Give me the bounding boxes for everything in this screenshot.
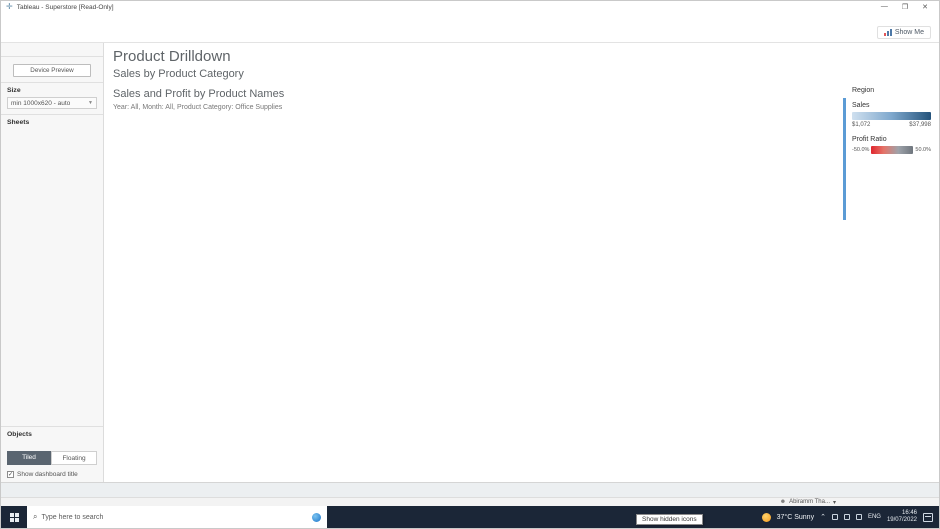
weather-text[interactable]: 37°C Sunny <box>776 513 815 521</box>
window-title: Tableau - Superstore [Read-Only] <box>16 3 114 11</box>
tray-icon[interactable] <box>843 514 850 520</box>
user-menu[interactable]: ☻ Abiramm Tha... ▾ <box>779 499 836 506</box>
notifications-icon[interactable] <box>923 512 933 522</box>
minimize-button[interactable]: — <box>880 3 888 10</box>
weather-icon[interactable] <box>761 512 771 522</box>
sheet-tabs-bar <box>1 482 939 497</box>
sales-legend-title: Sales <box>852 102 870 109</box>
size-section-label: Size <box>7 87 21 94</box>
scatter-title: Sales and Profit by Product Names <box>113 88 285 100</box>
sales-color-legend[interactable] <box>852 112 931 120</box>
show-me-button[interactable]: Show Me <box>876 26 931 39</box>
tiled-button[interactable]: Tiled <box>7 451 51 465</box>
search-placeholder: Type here to search <box>41 513 104 521</box>
status-bar: ☻ Abiramm Tha... ▾ <box>1 497 939 506</box>
objects-section-label: Objects <box>7 431 32 438</box>
zone-scrollbar[interactable] <box>843 98 846 220</box>
tableau-logo-icon: ✛ <box>6 2 13 11</box>
maximize-button[interactable]: ❐ <box>901 4 909 11</box>
heatmap-title: Sales by Product Category <box>113 68 244 80</box>
region-filter-title: Region <box>852 87 875 94</box>
floating-button[interactable]: Floating <box>51 451 97 465</box>
tray-icon[interactable] <box>855 514 862 520</box>
profit-color-legend[interactable] <box>871 146 914 154</box>
close-button[interactable]: ✕ <box>922 4 928 11</box>
filters-panel: Region Sales $1,072 $37,998 Profit Ratio… <box>842 43 939 482</box>
windows-taskbar: ⌕ Type here to search 37°C Sunny ⌃ ENG 1… <box>1 506 939 528</box>
dashboard-title: Product Drilldown <box>113 48 231 65</box>
bing-icon <box>312 512 321 522</box>
scatter-subtitle: Year: All, Month: All, Product Category:… <box>113 104 283 111</box>
user-icon: ☻ <box>779 499 787 505</box>
sales-legend-max: $37,998 <box>909 122 931 128</box>
sheets-section-label: Sheets <box>7 119 30 126</box>
start-button[interactable] <box>1 506 27 528</box>
show-hidden-icons-button[interactable]: ⌃ <box>820 514 826 521</box>
show-dashboard-title-label: Show dashboard title <box>17 471 78 478</box>
tray-icon[interactable] <box>831 514 838 520</box>
search-icon: ⌕ <box>33 512 38 521</box>
dashboard-sidebar: Device Preview Size min 1000x620 - auto … <box>1 43 104 482</box>
profit-legend-min: -50.0% <box>852 147 870 153</box>
language-indicator[interactable]: ENG <box>867 514 881 520</box>
sales-legend-min: $1,072 <box>852 122 871 128</box>
profit-legend-title: Profit Ratio <box>852 136 887 143</box>
taskbar-search[interactable]: ⌕ Type here to search <box>27 506 327 528</box>
toolbar: Show Me <box>1 23 939 43</box>
size-select[interactable]: min 1000x620 - auto ▼ <box>7 97 97 109</box>
dashboard-canvas: Product Drilldown Sales by Product Categ… <box>104 43 842 482</box>
device-preview-button[interactable]: Device Preview <box>13 64 91 77</box>
profit-legend-max: 50.0% <box>915 147 931 153</box>
title-bar: ✛ Tableau - Superstore [Read-Only] — ❐ ✕ <box>1 1 939 13</box>
chevron-down-icon: ▼ <box>88 100 93 106</box>
show-me-icon <box>883 29 892 36</box>
show-hidden-icons-tooltip: Show hidden icons <box>636 514 703 525</box>
windows-logo-icon <box>9 512 19 522</box>
show-dashboard-title-checkbox[interactable]: ✓ <box>7 471 14 478</box>
clock[interactable]: 16:46 19/07/2022 <box>886 510 917 523</box>
menu-bar <box>1 13 939 23</box>
